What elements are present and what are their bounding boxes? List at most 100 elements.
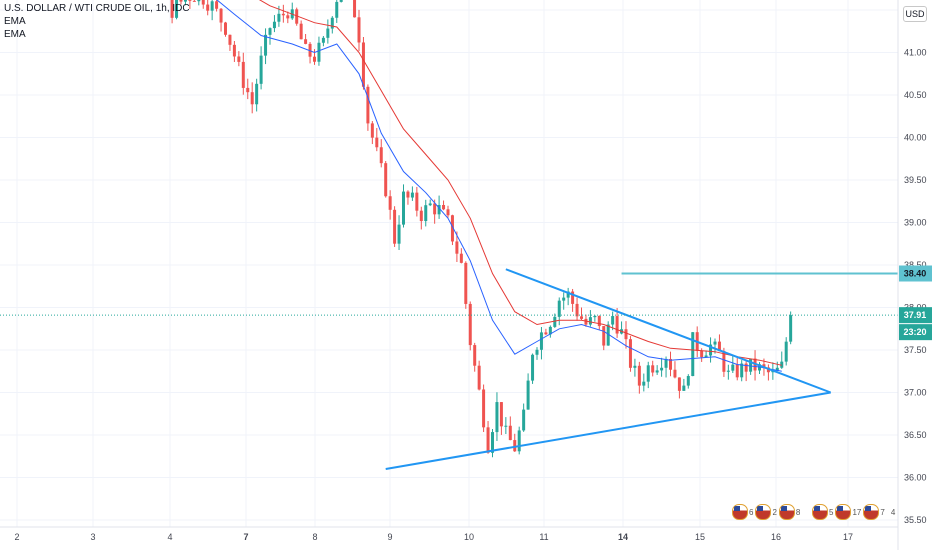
triangle-upper-trendline[interactable] (505, 268, 832, 394)
price-tick-label: 40.00 (904, 133, 927, 143)
candle (361, 36, 365, 90)
time-tick-label: 8 (312, 532, 317, 542)
candle (450, 214, 454, 246)
candle (473, 342, 477, 372)
candle (397, 215, 401, 251)
candle (593, 314, 597, 322)
currency-button[interactable]: USD (903, 6, 927, 22)
event-count: 2 (772, 507, 777, 517)
us-flag-icon (778, 504, 795, 520)
candle (442, 200, 446, 211)
price-tick-label: 39.00 (904, 218, 927, 228)
candle (548, 325, 552, 338)
candle (642, 373, 646, 392)
candle (504, 417, 508, 435)
candle (766, 364, 770, 381)
candle (415, 186, 419, 217)
candle (682, 378, 686, 391)
candle (735, 357, 739, 381)
time-tick-label: 11 (539, 532, 548, 542)
triangle-lower-trendline[interactable] (385, 391, 831, 470)
candle (228, 34, 232, 51)
candle (575, 297, 579, 321)
candle (588, 310, 592, 327)
grid-lines (0, 0, 898, 527)
candle (691, 332, 695, 377)
candle (357, 9, 361, 52)
candle (562, 292, 566, 310)
candle (286, 11, 290, 24)
candlestick-series (170, 0, 793, 458)
candle (673, 361, 677, 379)
candle (224, 21, 227, 37)
candle (402, 184, 405, 228)
candle (419, 206, 423, 230)
candle (731, 355, 735, 374)
time-tick-label: 17 (843, 532, 853, 542)
candle (482, 384, 486, 433)
candle (179, 0, 183, 5)
economic-events-group-1[interactable]: 6 2 8 (732, 503, 802, 521)
price-tick-label: 35.50 (904, 515, 927, 525)
candle (281, 4, 285, 23)
event-count: 8 (795, 507, 801, 517)
candle (264, 28, 268, 65)
economic-events-group-2[interactable]: 5 17 7 4 (812, 503, 897, 521)
candle (686, 374, 690, 389)
time-axis[interactable]: 2 3 4 7 8 9 10 11 14 15 16 17 (14, 532, 853, 542)
svg-text:23:20: 23:20 (903, 327, 926, 337)
candle (744, 360, 748, 382)
candle (615, 308, 619, 338)
candle (353, 0, 357, 18)
candle (468, 301, 472, 351)
price-tick-label: 40.50 (904, 90, 927, 100)
candle (192, 0, 196, 2)
candle (517, 426, 521, 455)
price-tick-label: 38.50 (904, 260, 927, 270)
ema-slow-line (258, 0, 782, 366)
ema-fast-line (216, 0, 782, 372)
candle (646, 361, 650, 389)
us-flag-icon (835, 504, 852, 520)
candle (393, 206, 397, 247)
candle (237, 51, 241, 67)
symbol-title[interactable]: U.S. DOLLAR / WTI CRUDE OIL, 1h, IDC (4, 3, 190, 14)
price-badge-countdown: 23:20 (899, 324, 932, 341)
candle (499, 402, 503, 435)
candle (170, 0, 174, 24)
candle (268, 27, 272, 45)
candle (633, 358, 637, 377)
candle (206, 0, 210, 16)
candle (669, 351, 672, 377)
price-tick-label: 37.00 (904, 388, 927, 398)
candle (784, 337, 788, 366)
candle (308, 42, 312, 64)
candle (789, 311, 793, 345)
candle (677, 377, 681, 399)
price-axis[interactable]: 41.5041.0040.5040.0039.5039.0038.5038.00… (904, 5, 927, 525)
candle (250, 82, 254, 114)
candle (637, 361, 641, 394)
candle (535, 347, 539, 360)
candle (410, 186, 414, 201)
candle (780, 351, 784, 369)
candle (428, 199, 432, 207)
candle (290, 2, 294, 20)
svg-text:37.91: 37.91 (904, 310, 927, 320)
candle (339, 0, 343, 3)
candle (726, 364, 730, 380)
candle (580, 307, 583, 320)
ema-legend-2[interactable]: EMA (4, 29, 26, 40)
candle (424, 199, 428, 227)
candle (406, 190, 410, 205)
candle (384, 161, 388, 198)
price-badge-level: 38.40 (899, 265, 932, 282)
ema-legend-1[interactable]: EMA (4, 16, 26, 27)
event-count: 17 (852, 507, 862, 517)
time-tick-label: 2 (14, 532, 19, 542)
candle (709, 337, 713, 363)
candle (379, 139, 383, 168)
candle (197, 0, 201, 6)
candle (175, 0, 179, 20)
